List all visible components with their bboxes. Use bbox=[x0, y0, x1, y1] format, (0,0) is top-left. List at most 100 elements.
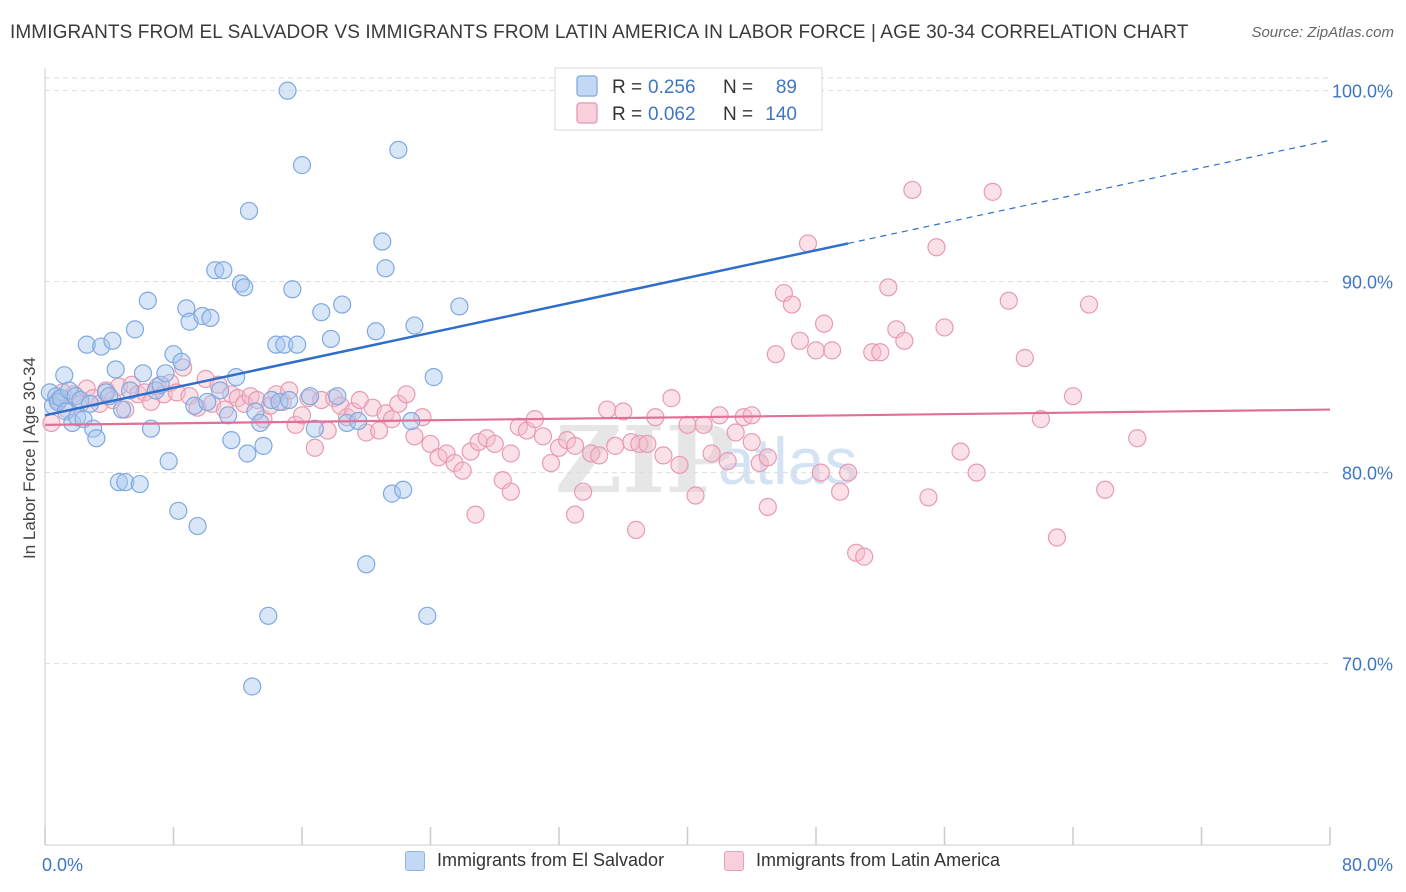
el-salvador-point bbox=[300, 387, 320, 406]
stats-legend: R = 0.256 N = 89 R = 0.062 N = 140 bbox=[554, 67, 823, 131]
latin-america-point bbox=[325, 389, 344, 408]
latin-america-point bbox=[702, 444, 721, 463]
latin-america-point bbox=[686, 486, 705, 505]
tick-labels: 70.0% 80.0% 90.0% 100.0% 0.0% 80.0% bbox=[42, 82, 1393, 875]
el-salvador-point bbox=[235, 278, 254, 297]
series-legend: Immigrants from El Salvador Immigrants f… bbox=[0, 850, 1406, 880]
y-axis-label: In Labor Force | Age 30-34 bbox=[20, 357, 39, 559]
el-salvador-point bbox=[130, 474, 149, 494]
el-salvador-point bbox=[382, 484, 402, 503]
el-salvador-point bbox=[405, 316, 424, 335]
latin-america-point bbox=[935, 318, 954, 337]
latin-america-point bbox=[1063, 387, 1083, 406]
latin-america-point bbox=[466, 505, 485, 524]
latin-america-point bbox=[903, 180, 922, 200]
latin-america-point bbox=[1015, 348, 1034, 368]
y-tick-label: 70.0% bbox=[1342, 655, 1393, 675]
stats-legend-box bbox=[554, 67, 823, 131]
source-credit: Source: ZipAtlas.com bbox=[1251, 24, 1394, 41]
el-salvador-point bbox=[238, 444, 257, 463]
latin-america-point bbox=[305, 438, 324, 457]
trend-lines bbox=[44, 139, 1331, 426]
legend-item-latin-america: Immigrants from Latin America bbox=[724, 850, 1000, 871]
el-salvador-point bbox=[133, 364, 153, 383]
latin-america-point bbox=[951, 442, 970, 461]
stats-r-label: R = bbox=[612, 77, 642, 98]
el-salvador-trend-extension bbox=[847, 139, 1331, 245]
latin-america-point bbox=[382, 410, 402, 429]
el-salvador-point bbox=[214, 261, 233, 280]
el-salvador-point bbox=[55, 366, 74, 385]
el-salvador-point bbox=[333, 295, 352, 314]
latin-america-point bbox=[718, 452, 737, 471]
latin-america-point bbox=[662, 389, 681, 408]
el-salvador-point bbox=[222, 431, 241, 450]
el-salvador-point bbox=[305, 419, 324, 438]
el-salvador-point bbox=[283, 280, 302, 299]
latin-america-point bbox=[927, 238, 946, 257]
latin-america-point bbox=[598, 400, 617, 419]
latin-america-point bbox=[790, 331, 810, 350]
el-salvador-point bbox=[116, 473, 135, 492]
stats-n-label: N = bbox=[723, 104, 753, 125]
latin-america-point bbox=[614, 402, 633, 421]
legend-item-el-salvador: Immigrants from El Salvador bbox=[405, 850, 664, 871]
el-salvador-point bbox=[337, 413, 357, 433]
el-salvador-point bbox=[77, 335, 96, 354]
el-salvador-point bbox=[328, 387, 347, 406]
latin-america-point bbox=[292, 406, 312, 425]
latin-america-point bbox=[1047, 528, 1067, 547]
el-salvador-point bbox=[366, 322, 385, 341]
el-salvador-point bbox=[103, 331, 122, 350]
latin-america-point bbox=[999, 291, 1018, 310]
latin-america-point bbox=[758, 448, 777, 467]
el-salvador-point bbox=[418, 606, 437, 625]
latin-america-point bbox=[806, 341, 826, 360]
latin-america-point bbox=[533, 427, 553, 446]
el-salvador-point bbox=[373, 232, 392, 251]
el-salvador-point bbox=[156, 364, 175, 383]
latin-america-point bbox=[919, 488, 938, 507]
el-salvador-point bbox=[280, 390, 299, 410]
el-salvador-point bbox=[275, 335, 294, 354]
chart-title: IMMIGRANTS FROM EL SALVADOR VS IMMIGRANT… bbox=[10, 22, 1189, 43]
latin-america-point bbox=[370, 421, 389, 440]
latin-america-point bbox=[573, 482, 593, 501]
latin-america-point bbox=[286, 415, 305, 434]
latin-america-point bbox=[782, 295, 802, 314]
el-salvador-point bbox=[243, 677, 262, 696]
el-salvador-point bbox=[278, 81, 297, 100]
latin-america-point bbox=[397, 385, 416, 404]
el-salvador-point bbox=[172, 352, 191, 371]
latin-america-trend-line bbox=[44, 408, 1331, 426]
el-salvador-point bbox=[109, 473, 128, 492]
el-salvador-point bbox=[159, 452, 178, 471]
latin-america-point bbox=[1079, 295, 1099, 314]
latin-america-point bbox=[798, 234, 818, 253]
axes bbox=[44, 68, 1331, 846]
stats-n-value: 89 bbox=[776, 77, 797, 98]
stats-legend-swatch bbox=[576, 75, 598, 97]
el-salvador-point bbox=[246, 402, 265, 421]
latin-america-point bbox=[421, 434, 440, 454]
el-salvador-point bbox=[239, 201, 259, 221]
y-axis-title: In Labor Force | Age 30-34 bbox=[20, 357, 39, 559]
legend-swatch-pink bbox=[724, 850, 744, 871]
el-salvador-point bbox=[121, 381, 140, 400]
latin-america-point bbox=[710, 406, 729, 425]
legend-label-latin-america: Immigrants from Latin America bbox=[756, 850, 1001, 870]
el-salvador-point bbox=[106, 360, 125, 379]
el-salvador-point bbox=[210, 381, 230, 400]
el-salvador-point bbox=[177, 299, 196, 318]
el-salvador-point bbox=[125, 320, 145, 339]
y-tick-label: 90.0% bbox=[1342, 273, 1393, 293]
latin-america-point bbox=[726, 423, 745, 442]
latin-america-point bbox=[1096, 480, 1115, 499]
latin-america-point bbox=[1031, 410, 1050, 429]
el-salvador-point bbox=[198, 392, 217, 412]
el-salvador-point bbox=[394, 480, 413, 499]
latin-america-point bbox=[879, 278, 898, 297]
latin-america-point bbox=[405, 427, 424, 446]
latin-america-point bbox=[453, 461, 472, 480]
